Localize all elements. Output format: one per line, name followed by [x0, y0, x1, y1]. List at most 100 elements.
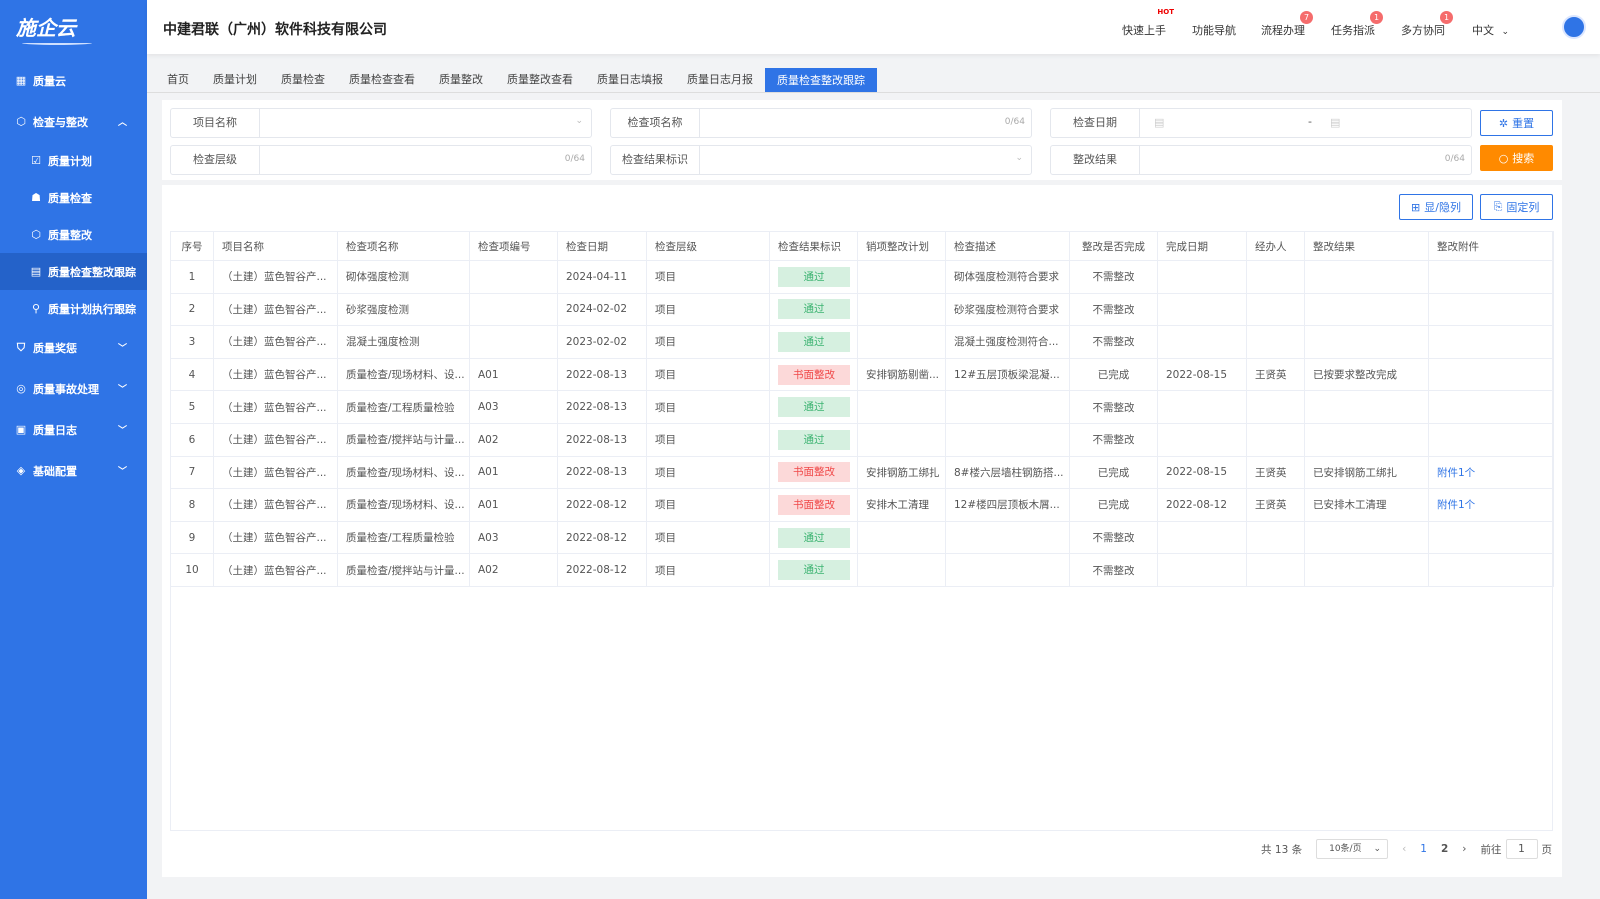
sidebar-item[interactable]: ☑ 质量计划 — [0, 142, 147, 179]
result-tag: 通过 — [778, 429, 850, 450]
table-cell: 12#楼四层顶板木屑... — [945, 488, 1070, 522]
tracking-icon: ⚲ — [31, 302, 41, 315]
sidebar-item-label: 质量计划执行跟踪 — [48, 302, 136, 316]
table-cell: 安排木工清理 — [857, 488, 946, 522]
sidebar-item[interactable]: ◈ 基础配置 ﹀ — [0, 450, 147, 491]
hot-badge: HOT — [1157, 8, 1174, 16]
header-nav-item[interactable]: 功能导航 — [1192, 22, 1236, 38]
result-tag: 书面整改 — [778, 364, 850, 385]
table-cell — [945, 520, 1070, 555]
project-name-select[interactable]: 项目名称 ⌄ — [170, 108, 592, 138]
tab[interactable]: 首页 — [167, 73, 189, 86]
table-cell: 2 — [170, 292, 214, 327]
language-select[interactable]: 中文 ⌄ — [1472, 22, 1509, 38]
item-name-input[interactable]: 检查项名称 0/64 — [610, 108, 1032, 138]
search-button[interactable]: ○ 搜索 — [1480, 145, 1553, 171]
result-tag: 书面整改 — [778, 494, 850, 515]
table-row[interactable]: 2 （土建）蓝色智谷产... 砂浆强度检测 2024-02-02 项目 通过 砂浆强度检测符… — [170, 292, 1554, 327]
goto-page-input[interactable]: 1 — [1505, 839, 1538, 859]
level-input[interactable]: 检查层级 0/64 — [170, 145, 592, 175]
table-cell: 2022-08-13 — [557, 422, 647, 457]
reset-button[interactable]: ✲ 重置 — [1480, 110, 1553, 136]
avatar[interactable] — [1562, 15, 1586, 39]
char-count: 0/64 — [564, 154, 585, 164]
table-row[interactable]: 7 （土建）蓝色智谷产... 质量检查/现场材料、设... A01 2022-08-13… — [170, 455, 1554, 490]
table-cell — [945, 553, 1070, 587]
table-cell — [1428, 292, 1554, 327]
result-flag-select[interactable]: 检查结果标识 ⌄ — [610, 145, 1032, 175]
table-cell — [1246, 422, 1305, 457]
chevron-down-icon: ⌄ — [1501, 27, 1510, 37]
table-cell — [1304, 553, 1429, 587]
sidebar-item[interactable]: ▤ 质量检查整改跟踪 — [0, 253, 147, 290]
sidebar-item[interactable]: ▦ 质量云 — [0, 60, 147, 101]
header-nav-item[interactable]: 快速上手 HOT — [1122, 8, 1174, 38]
table-cell: （土建）蓝色智谷产... — [213, 260, 338, 294]
filter-panel: 项目名称 ⌄ 检查项名称 0/64 检查日期 ▤ - ▤ 检查层级 0/64 检查结果标识 ⌄… — [162, 100, 1562, 180]
table-cell: 通过 — [769, 520, 858, 555]
toggle-columns-button[interactable]: ⊞ 显/隐列 — [1399, 194, 1473, 220]
date-range-picker[interactable]: 检查日期 ▤ - ▤ — [1050, 108, 1472, 138]
tab[interactable]: 质量检查整改跟踪 — [765, 68, 877, 92]
page-size-select[interactable]: 10条/页 ⌄ — [1316, 839, 1389, 859]
next-page-button[interactable]: › — [1462, 843, 1467, 855]
sidebar-item[interactable]: ⬡ 检查与整改 ︿ — [0, 101, 147, 142]
table-row[interactable]: 5 （土建）蓝色智谷产... 质量检查/工程质量检验 A03 2022-08-13 项目通… — [170, 390, 1554, 424]
page-2[interactable]: 2 — [1440, 843, 1449, 855]
table-cell — [857, 292, 946, 327]
tab[interactable]: 质量整改 — [439, 73, 483, 86]
table-cell: 附件1个 — [1428, 488, 1554, 522]
results-card: ⊞ 显/隐列 ⎘ 固定列 序号 项目名称 检查项名称 检查项编号 检查日期 检查层级 检查结果标… — [162, 185, 1562, 877]
tab[interactable]: 质量计划 — [213, 73, 257, 86]
fix-columns-button[interactable]: ⎘ 固定列 — [1480, 194, 1553, 220]
rectify-result-input[interactable]: 整改结果 0/64 — [1050, 145, 1472, 175]
log-icon: ▣ — [15, 423, 27, 436]
table-row[interactable]: 9 （土建）蓝色智谷产... 质量检查/工程质量检验 A03 2022-08-12 项目通… — [170, 520, 1554, 555]
table-row[interactable]: 6 （土建）蓝色智谷产... 质量检查/搅拌站与计量... A02 2022-08-13… — [170, 422, 1554, 457]
tab[interactable]: 质量日志填报 — [597, 73, 663, 86]
tab[interactable]: 质量日志月报 — [687, 73, 753, 86]
prev-page-button[interactable]: ‹ — [1402, 843, 1407, 855]
tab[interactable]: 质量检查 — [281, 73, 325, 86]
header-nav-item[interactable]: 流程办理 7 — [1261, 11, 1313, 38]
table-row[interactable]: 10 （土建）蓝色智谷产... 质量检查/搅拌站与计量... A02 2022-08-1… — [170, 553, 1554, 587]
attachment-link[interactable]: 附件1个 — [1437, 499, 1476, 512]
table-cell: 不需整改 — [1069, 553, 1158, 587]
tab[interactable]: 质量整改查看 — [507, 73, 573, 86]
result-tag: 通过 — [778, 560, 850, 581]
table-cell: 8#楼六层墙柱钢筋搭... — [945, 455, 1070, 490]
count-badge: 1 — [1370, 11, 1383, 24]
table-row[interactable]: 3 （土建）蓝色智谷产... 混凝土强度检测 2023-02-02 项目 通过 混凝土强度检… — [170, 325, 1554, 359]
table-row[interactable]: 4 （土建）蓝色智谷产... 质量检查/现场材料、设... A01 2022-08-13… — [170, 357, 1554, 392]
table-cell: （土建）蓝色智谷产... — [213, 553, 338, 587]
table-cell: 质量检查/工程质量检验 — [337, 390, 470, 424]
table-cell: 通过 — [769, 422, 858, 457]
header-nav-item[interactable]: 任务指派 1 — [1331, 11, 1383, 38]
table-cell: 已完成 — [1069, 488, 1158, 522]
sidebar-item[interactable]: ▣ 质量日志 ﹀ — [0, 409, 147, 450]
header-nav-item[interactable]: 多方协同 1 — [1401, 11, 1453, 38]
sidebar-item-label: 质量云 — [33, 74, 66, 88]
table-cell — [1304, 325, 1429, 359]
sidebar-item[interactable]: ⚲ 质量计划执行跟踪 — [0, 290, 147, 327]
table-row[interactable]: 1 （土建）蓝色智谷产... 砌体强度检测 2024-04-11 项目 通过 砌体强度检测符… — [170, 260, 1554, 294]
column-header: 整改是否完成 — [1069, 231, 1158, 261]
reset-label: 重置 — [1512, 117, 1535, 130]
sidebar-item[interactable]: ⛉ 质量奖惩 ﹀ — [0, 327, 147, 368]
target-icon: ◎ — [16, 382, 26, 395]
table-cell — [1428, 357, 1554, 392]
page-1[interactable]: 1 — [1420, 843, 1427, 855]
column-header: 检查层级 — [646, 231, 770, 261]
table-cell: 安排钢筋工绑扎 — [857, 455, 946, 490]
table-cell — [1428, 520, 1554, 555]
table-cell: 8 — [170, 488, 214, 522]
attachment-link[interactable]: 附件1个 — [1437, 466, 1476, 479]
table-cell — [945, 390, 1070, 424]
sidebar-item[interactable]: ⬡ 质量整改 — [0, 216, 147, 253]
table-cell: 12#五层顶板梁混凝... — [945, 357, 1070, 392]
tab[interactable]: 质量检查查看 — [349, 73, 415, 86]
sidebar-item[interactable]: ☗ 质量检查 — [0, 179, 147, 216]
table-cell — [1428, 422, 1554, 457]
sidebar-item[interactable]: ◎ 质量事故处理 ﹀ — [0, 368, 147, 409]
table-row[interactable]: 8 （土建）蓝色智谷产... 质量检查/现场材料、设... A01 2022-08-12… — [170, 488, 1554, 522]
